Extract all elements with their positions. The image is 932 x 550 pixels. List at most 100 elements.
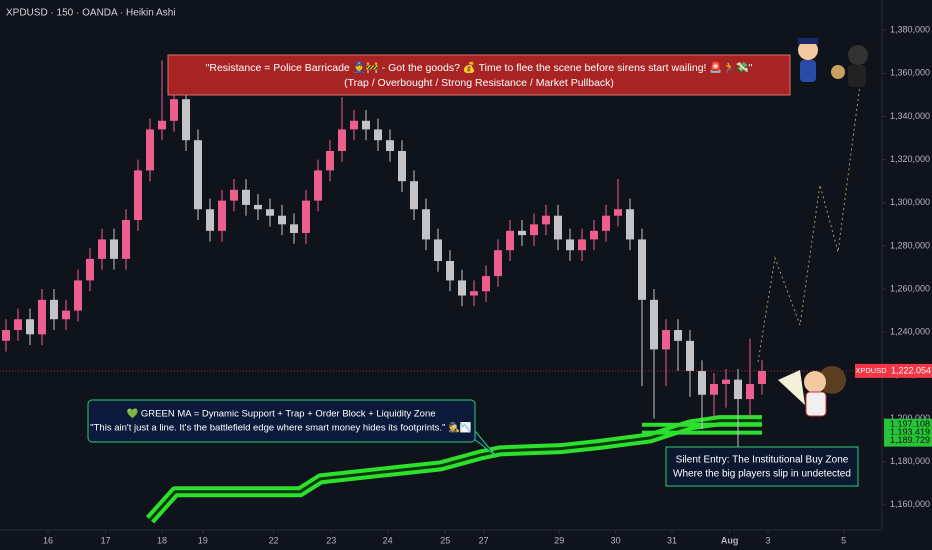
candle-body bbox=[14, 319, 22, 331]
candle-body bbox=[326, 150, 334, 171]
candle-body bbox=[614, 209, 622, 216]
candle-body bbox=[710, 383, 718, 395]
symbol-label-box bbox=[855, 363, 887, 378]
candle-body bbox=[158, 120, 166, 130]
candle-body bbox=[62, 310, 70, 320]
x-tick-label: Aug bbox=[721, 535, 739, 545]
y-tick-label: 1,340,000 bbox=[890, 111, 930, 121]
cartoon-police bbox=[798, 38, 868, 87]
candle-body bbox=[290, 224, 298, 233]
x-tick-label: 24 bbox=[383, 535, 393, 545]
annotation-text: Silent Entry: The Institutional Buy Zone bbox=[676, 455, 849, 466]
axis-labels: 1,160,0001,180,0001,200,0001,220,0001,24… bbox=[43, 25, 932, 545]
ma-annotation: 💚 GREEN MA = Dynamic Support + Trap + Or… bbox=[87, 399, 496, 456]
x-tick-label: 22 bbox=[269, 535, 279, 545]
annotation-text: (Trap / Overbought / Strong Resistance /… bbox=[344, 77, 614, 89]
x-tick-label: 3 bbox=[765, 535, 770, 545]
candle-body bbox=[494, 250, 502, 277]
candle-body bbox=[506, 230, 514, 251]
x-tick-label: 17 bbox=[101, 535, 111, 545]
y-tick-label: 1,380,000 bbox=[890, 25, 930, 35]
last-price-box bbox=[887, 363, 932, 378]
candle-body bbox=[458, 280, 466, 296]
candle-body bbox=[350, 120, 358, 130]
candle-body bbox=[338, 129, 346, 151]
candle-body bbox=[410, 181, 418, 210]
y-tick-label: 1,200,000 bbox=[890, 413, 930, 423]
y-tick-label: 1,280,000 bbox=[890, 240, 930, 250]
candle-body bbox=[470, 291, 478, 296]
candle-body bbox=[602, 215, 610, 231]
x-tick-label: 19 bbox=[198, 535, 208, 545]
y-tick-label: 1,160,000 bbox=[890, 499, 930, 509]
candle-body bbox=[686, 340, 694, 372]
candle-body bbox=[86, 258, 94, 281]
candle-body bbox=[698, 371, 706, 395]
candle-body bbox=[590, 230, 598, 240]
candle-body bbox=[422, 209, 430, 240]
y-tick-label: 1,260,000 bbox=[890, 283, 930, 293]
candle-body bbox=[110, 239, 118, 259]
x-tick-label: 16 bbox=[43, 535, 53, 545]
candle-body bbox=[134, 170, 142, 221]
candle-body bbox=[38, 299, 46, 335]
annotation-box bbox=[665, 446, 859, 487]
annotation-text: "Resistance = Police Barricade 👮🚧 - Got … bbox=[206, 61, 753, 74]
y-tick-label: 1,240,000 bbox=[890, 327, 930, 337]
candle-body bbox=[122, 220, 130, 259]
level-label-box bbox=[884, 434, 932, 447]
candle-body bbox=[578, 239, 586, 251]
candle-body bbox=[446, 261, 454, 281]
level-label: 1,189.729 bbox=[890, 435, 930, 445]
x-tick-label: 29 bbox=[554, 535, 564, 545]
candle-body bbox=[206, 209, 214, 231]
x-tick-label: 30 bbox=[611, 535, 621, 545]
level-label: 1,193.419 bbox=[890, 427, 930, 437]
candle-body bbox=[638, 239, 646, 300]
candle-body bbox=[266, 209, 274, 216]
candle-body bbox=[746, 383, 754, 400]
candle-body bbox=[662, 330, 670, 350]
x-tick-label: 23 bbox=[326, 535, 336, 545]
candle-body bbox=[434, 239, 442, 261]
candle-body bbox=[242, 189, 250, 205]
candle-body bbox=[554, 215, 562, 240]
plot-area bbox=[0, 60, 882, 524]
resistance-annotation: "Resistance = Police Barricade 👮🚧 - Got … bbox=[167, 54, 791, 96]
y-tick-label: 1,300,000 bbox=[890, 197, 930, 207]
candle-body bbox=[674, 330, 682, 341]
candle-body bbox=[482, 276, 490, 292]
candle-body bbox=[362, 120, 370, 130]
candle-body bbox=[302, 200, 310, 233]
candle-body bbox=[626, 209, 634, 240]
candle-body bbox=[194, 140, 202, 210]
y-tick-label: 1,180,000 bbox=[890, 456, 930, 466]
ma-band-inner bbox=[148, 419, 762, 521]
candle-body bbox=[530, 224, 538, 236]
candle-body bbox=[218, 200, 226, 231]
entry-annotation: Silent Entry: The Institutional Buy Zone… bbox=[665, 446, 859, 487]
candle-body bbox=[398, 150, 406, 182]
candle-body bbox=[182, 99, 190, 141]
candle-body bbox=[386, 140, 394, 151]
candle-body bbox=[314, 170, 322, 201]
candle-body bbox=[74, 280, 82, 311]
x-tick-label: 5 bbox=[841, 535, 846, 545]
x-tick-label: 31 bbox=[667, 535, 677, 545]
candle-body bbox=[374, 129, 382, 141]
cartoon-thief bbox=[778, 366, 846, 417]
symbol-label: XPDUSD bbox=[855, 366, 887, 375]
y-tick-label: 1,320,000 bbox=[890, 154, 930, 164]
annotation-text: Where the big players slip in undetected bbox=[673, 469, 851, 480]
y-tick-label: 1,360,000 bbox=[890, 68, 930, 78]
candle-body bbox=[254, 204, 262, 210]
symbol-header: XPDUSD · 150 · OANDA · Heikin Ashi bbox=[6, 8, 176, 19]
candle-body bbox=[566, 239, 574, 251]
level-label: 1,197.108 bbox=[890, 419, 930, 429]
candle-body bbox=[230, 189, 238, 201]
candle-body bbox=[170, 99, 178, 121]
annotation-box bbox=[167, 54, 791, 96]
candle-body bbox=[650, 299, 658, 350]
x-tick-label: 25 bbox=[440, 535, 450, 545]
